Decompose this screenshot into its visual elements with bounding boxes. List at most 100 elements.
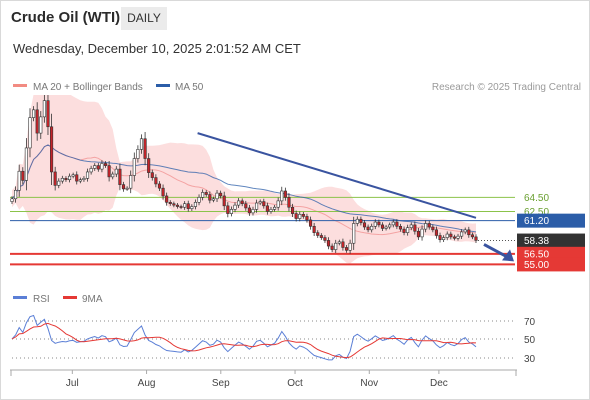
- source-credit: Research © 2025 Trading Central: [432, 82, 581, 93]
- candle-down: [294, 213, 298, 219]
- candle-down: [172, 203, 176, 206]
- candle-up: [456, 235, 460, 239]
- candle-up: [269, 209, 273, 212]
- rsi-tick-label: 30: [524, 354, 536, 365]
- candle-up: [255, 202, 259, 210]
- rsi-tick-label: 70: [524, 317, 536, 328]
- candle-up: [57, 180, 61, 186]
- candle-down: [301, 213, 305, 217]
- candle-up: [111, 173, 115, 178]
- candle-down: [431, 226, 435, 231]
- candle-down: [330, 245, 334, 250]
- support-label-bg: [517, 246, 585, 261]
- candle-up: [125, 187, 129, 190]
- candle-down: [35, 109, 39, 134]
- candle-up: [82, 177, 86, 181]
- candle-up: [132, 158, 136, 176]
- candle-down: [64, 177, 68, 181]
- candle-down: [219, 192, 223, 197]
- ma20-line: [11, 144, 477, 236]
- candle-up: [406, 227, 410, 233]
- ma50-legend-label: MA 50: [175, 82, 204, 93]
- candle-down: [157, 183, 162, 189]
- bollinger-legend-swatch: [13, 84, 27, 87]
- candle-up: [93, 165, 97, 169]
- candle-up: [85, 171, 90, 179]
- candle-down: [96, 165, 100, 170]
- candle-down: [323, 237, 327, 241]
- candle-up: [215, 192, 219, 200]
- candle-up: [460, 231, 464, 237]
- candle-up: [334, 242, 338, 250]
- candle-down: [168, 201, 172, 205]
- candle-up: [89, 168, 93, 173]
- candle-down: [402, 228, 406, 233]
- pivot-level-label: 61.20: [524, 216, 549, 227]
- rsi-line: [11, 314, 477, 361]
- timeframe-tab[interactable]: DAILY: [121, 7, 167, 30]
- candle-down: [143, 138, 147, 159]
- candle-down: [449, 233, 453, 238]
- candle-up: [129, 175, 133, 189]
- candle-up: [373, 221, 377, 227]
- candle-down: [118, 168, 122, 185]
- candle-down: [319, 235, 323, 238]
- candle-down: [287, 197, 291, 208]
- current-level-label: 58.38: [524, 236, 549, 247]
- rsi-tick-label: 50: [524, 335, 536, 346]
- candle-up: [409, 224, 413, 229]
- candle-up: [337, 241, 341, 244]
- bollinger-legend-label: MA 20 + Bollinger Bands: [33, 82, 143, 93]
- candle-up: [370, 225, 374, 231]
- candle-up: [139, 138, 144, 150]
- candle-up: [193, 201, 198, 207]
- candle-down: [359, 218, 363, 224]
- candlesticks: [10, 95, 478, 254]
- candle-up: [190, 206, 194, 209]
- candle-up: [197, 197, 201, 203]
- resistance-level-label: 64.50: [524, 193, 549, 204]
- candle-down: [395, 221, 399, 227]
- candle-up: [420, 228, 424, 238]
- x-tick-label: Dec: [430, 378, 448, 389]
- support-label-bg: [517, 257, 585, 272]
- candle-up: [14, 189, 18, 200]
- candle-down: [467, 229, 471, 236]
- instrument-title: Crude Oil (WTI): [11, 9, 121, 26]
- candle-up: [280, 190, 284, 202]
- candle-up: [276, 200, 280, 208]
- candle-up: [32, 109, 36, 118]
- candle-up: [201, 192, 205, 198]
- rsi-lines: [11, 314, 477, 361]
- candle-down: [262, 201, 266, 207]
- candle-up: [298, 213, 302, 219]
- x-axis-ticks: Jul Aug Sep Oct Nov Dec: [66, 370, 448, 389]
- candle-down: [154, 177, 158, 185]
- candle-down: [50, 126, 54, 173]
- candle-down: [222, 195, 226, 207]
- candle-up: [424, 223, 428, 230]
- trend-layer: [197, 132, 514, 262]
- candle-down: [344, 247, 349, 251]
- candle-down: [150, 172, 154, 178]
- ma50-layer: [11, 144, 477, 233]
- candle-up: [273, 206, 277, 210]
- candle-down: [377, 221, 381, 226]
- current-label-bg: [517, 233, 585, 248]
- candle-down: [380, 224, 385, 229]
- candle-up: [445, 233, 449, 238]
- candle-down: [147, 158, 151, 173]
- ma9-legend-label: 9MA: [82, 294, 103, 305]
- candle-down: [244, 203, 248, 209]
- candle-down: [53, 171, 57, 186]
- candle-down: [438, 235, 442, 241]
- candle-up: [24, 147, 28, 181]
- price-levels: [10, 196, 517, 266]
- candle-down: [316, 232, 320, 236]
- candle-down: [290, 206, 295, 214]
- candle-up: [183, 203, 187, 208]
- pivot-label-bg: [517, 213, 585, 228]
- candle-up: [60, 177, 64, 182]
